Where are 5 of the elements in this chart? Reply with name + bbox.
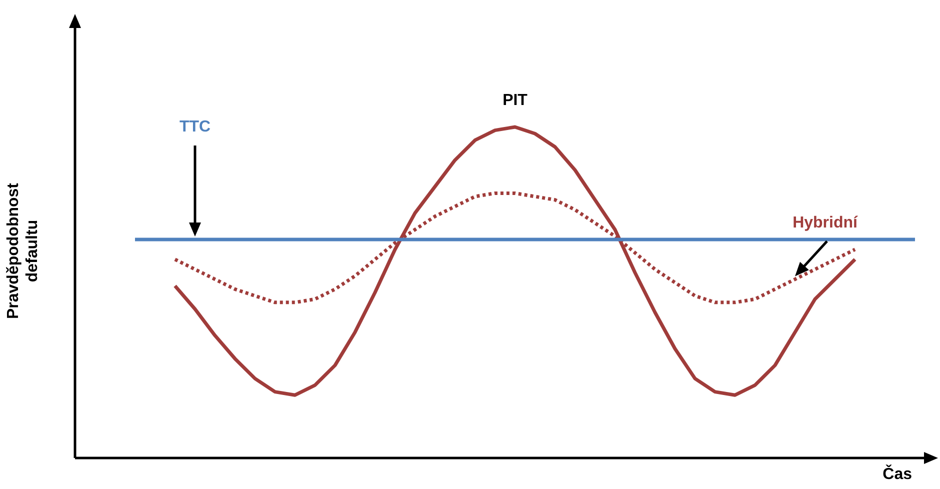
series-label: Hybridní bbox=[792, 214, 858, 232]
y-axis-title: Pravděpodobnost defaultu bbox=[4, 182, 42, 322]
text: TTC bbox=[179, 118, 211, 136]
x-axis-title: Čas bbox=[882, 466, 912, 484]
series-label: PIT bbox=[502, 92, 528, 109]
